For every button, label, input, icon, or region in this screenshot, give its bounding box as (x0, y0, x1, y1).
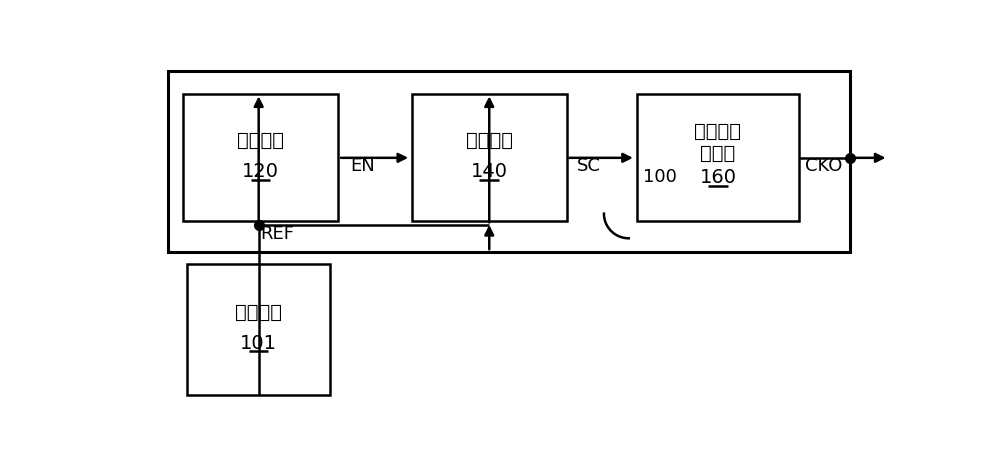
Text: 140: 140 (471, 162, 508, 181)
Text: 120: 120 (242, 162, 279, 181)
Text: SC: SC (577, 157, 601, 175)
Text: 100: 100 (643, 168, 677, 186)
Text: EN: EN (350, 157, 374, 175)
Text: 传输接口: 传输接口 (235, 303, 282, 322)
Text: 校正电路: 校正电路 (466, 132, 513, 150)
Bar (168, 71, 850, 252)
Text: 侦测电路: 侦测电路 (237, 132, 284, 150)
Text: 160: 160 (699, 168, 736, 187)
Bar (183, 94, 338, 221)
Text: CKO: CKO (805, 157, 842, 175)
Text: REF: REF (261, 226, 295, 244)
Bar (637, 94, 799, 221)
Bar (187, 264, 330, 395)
Text: 101: 101 (240, 333, 277, 352)
Bar (412, 94, 567, 221)
Text: 自由运行: 自由运行 (694, 122, 741, 141)
Text: 振荡器: 振荡器 (700, 144, 736, 163)
